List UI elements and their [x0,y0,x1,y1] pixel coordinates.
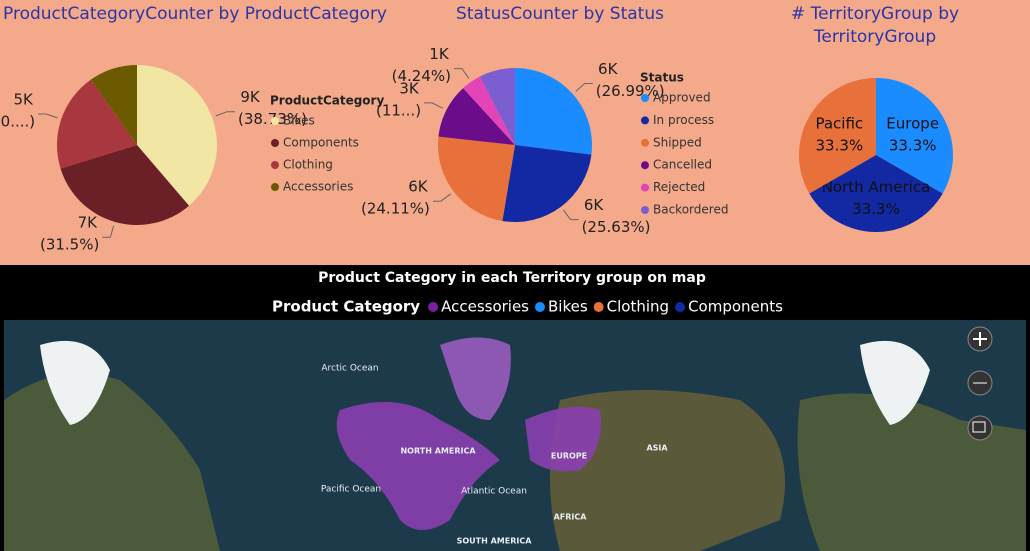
pie-slice [799,78,876,194]
count-label: 6K [598,60,619,78]
pie-slice [479,68,515,145]
region-europe [525,406,601,472]
chart-title: ProductCategoryCounter by ProductCategor… [3,4,387,24]
map-view [4,320,1026,551]
legend-label: Bikes [283,114,315,128]
map-place: EUROPE [551,452,587,461]
pie-slice [515,68,592,155]
leader-line [38,113,58,119]
region-greenland [440,337,511,420]
pie-slice [137,65,218,206]
land [550,390,785,551]
slice-label: (24.11%) [361,200,430,218]
legend-swatch [271,117,279,125]
legend-swatch [271,139,279,147]
count-label: 3K [399,79,420,97]
legend-label: Cancelled [653,158,712,172]
legend-swatch [641,94,649,102]
map-legend: Product Category Accessories Bikes Clothing… [272,298,783,316]
pie-slice [502,145,592,222]
count-label: 7K [78,214,99,232]
legend-label: Approved [653,91,711,105]
legend-swatch [641,116,649,125]
land [4,373,220,551]
map-place: NORTH AMERICA [400,447,476,456]
legend-swatch [641,138,649,147]
legend-label: Clothing [283,158,333,172]
legend-label: Components [688,298,783,316]
legend-swatch [641,183,649,192]
map-controls [967,326,993,441]
count-label: 1K [429,45,450,63]
pie-slice [463,76,515,145]
legend-label: Bikes [548,298,588,316]
legend-label: Accessories [283,180,353,194]
map-legend-title: Product Category [272,298,420,316]
legend-swatch [428,302,439,312]
chart-title: # TerritoryGroup by TerritoryGroup [790,4,960,47]
count-label: 5K [13,91,34,109]
zoom-in-icon [973,332,987,346]
pie-slice [90,65,137,145]
leader-line [424,102,444,109]
legend-swatch [593,302,604,312]
leader-line [563,209,579,221]
map-place: ASIA [646,444,668,453]
legend-swatch [641,206,649,214]
legend-label: Accessories [441,298,529,316]
legend-swatch [271,183,279,191]
legend-label: Shipped [653,135,702,149]
slice-label: 33.3% [852,200,900,218]
slice-label: 33.3% [889,136,937,154]
leader-line [102,225,115,238]
count-label: 9K [240,88,261,106]
slice-category: Pacific [815,114,863,132]
select-tool[interactable] [967,415,993,441]
legend-label: In process [653,113,714,127]
slice-label: (25.63%) [582,218,651,236]
chart-title: StatusCounter by Status [456,4,664,24]
select-icon [972,421,986,433]
legend-label: Components [283,136,359,150]
map-place: AFRICA [554,513,588,522]
ice [40,340,110,425]
region-north-america [336,402,500,530]
legend-swatch [535,302,545,312]
map-place: Pacific Ocean [321,485,381,495]
slice-label: 33.3% [815,136,863,154]
leader-line [215,111,236,117]
leader-line [575,82,593,92]
leader-line [432,193,451,202]
ice [860,340,930,425]
legend-label: Clothing [607,298,669,316]
leader-line [454,68,470,79]
legend-swatch [641,161,649,170]
map-place: Atlantic Ocean [461,487,527,497]
slice-label: (4.24%) [392,67,451,85]
map-title: Product Category in each Territory group… [318,270,706,286]
slice-label: (20....) [0,113,35,131]
slice-label: (11...) [376,101,421,119]
pie-slice [437,136,515,221]
legend-label: Rejected [653,180,705,194]
legend-swatch [271,161,279,169]
pie-slice [57,79,138,169]
count-label: 6K [408,178,429,196]
pie-slice [438,88,515,145]
count-label: 6K [584,196,605,214]
legend-title: Status [640,71,684,85]
slice-category: Europe [886,114,939,132]
legend-label: Backordered [653,203,728,217]
slice-category: North America [822,178,931,196]
map-place: SOUTH AMERICA [457,537,533,546]
slice-label: (31.5%) [40,236,99,254]
legend-title: ProductCategory [270,94,384,108]
legend-swatch [675,302,686,312]
pie-slice [60,145,190,225]
pie-slice [876,78,953,194]
map-place: Arctic Ocean [321,364,378,374]
